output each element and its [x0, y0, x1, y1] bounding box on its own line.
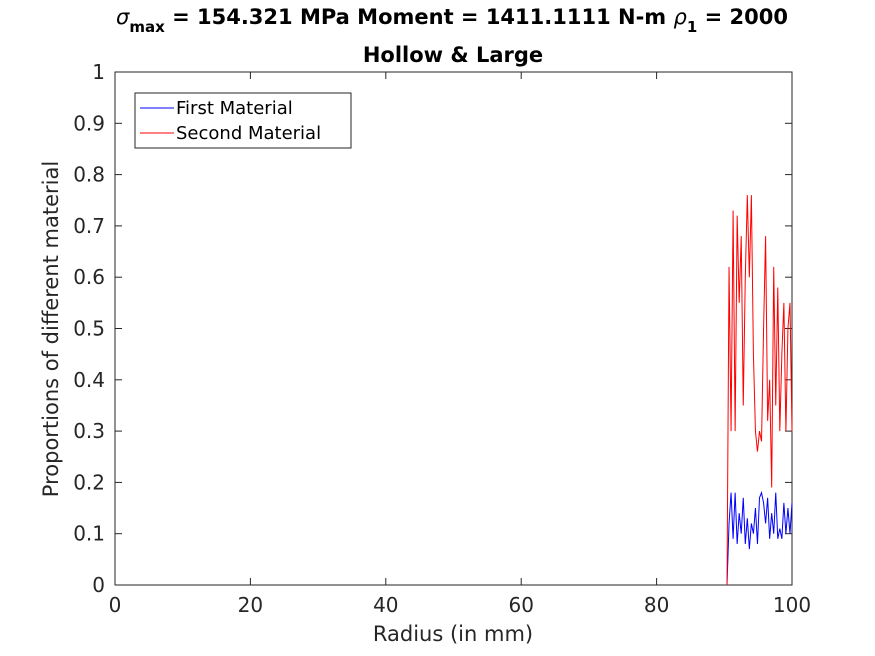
series-line-first-material: [726, 490, 793, 586]
chart-subtitle: Hollow & Large: [363, 43, 543, 67]
x-tick-label: 80: [644, 593, 669, 617]
chart-title: σmax = 154.321 MPa Moment = 1411.1111 N-…: [116, 5, 788, 36]
y-tick-label: 0.7: [73, 214, 105, 238]
sigma-subscript: max: [129, 18, 165, 36]
series-lines: [726, 195, 793, 586]
y-tick-label: 0.8: [73, 163, 105, 187]
y-tick-label: 0.5: [73, 317, 105, 341]
legend-label-second-material: Second Material: [176, 123, 321, 144]
x-tick-label: 60: [508, 593, 533, 617]
y-tick-label: 0.9: [73, 111, 105, 135]
legend: First Material Second Material: [134, 92, 352, 149]
legend-box: [134, 92, 352, 149]
y-tick-label: 0.6: [73, 265, 105, 289]
x-axis-label: Radius (in mm): [373, 622, 533, 646]
rho-value-text: = 2000: [697, 5, 788, 29]
y-tick-label: 0.1: [73, 522, 105, 546]
sigma-symbol: σ: [116, 5, 130, 29]
x-tick-label: 20: [238, 593, 263, 617]
plot-area: [114, 71, 793, 586]
y-tick-label: 0.2: [73, 470, 105, 494]
y-tick-label: 0.3: [73, 419, 105, 443]
rho-subscript: 1: [687, 18, 697, 36]
axis-ticks: 0 20 40 60 80 100 0 0.1 0.2 0.3 0.4 0.5 0.6 0.7 0.8 0.9…: [73, 60, 811, 617]
x-tick-label: 100: [773, 593, 811, 617]
x-tick-label: 0: [109, 593, 122, 617]
y-axis-label: Proportions of different material: [39, 161, 63, 497]
series-line-second-material: [726, 195, 793, 586]
legend-label-first-material: First Material: [176, 98, 293, 119]
y-tick-label: 0.4: [73, 368, 105, 392]
rho-symbol: ρ: [674, 5, 688, 29]
x-tick-label: 40: [373, 593, 398, 617]
stress-moment-text: = 154.321 MPa Moment = 1411.1111 N-m: [165, 5, 674, 29]
y-tick-label: 1: [92, 60, 105, 84]
y-tick-label: 0: [92, 573, 105, 597]
